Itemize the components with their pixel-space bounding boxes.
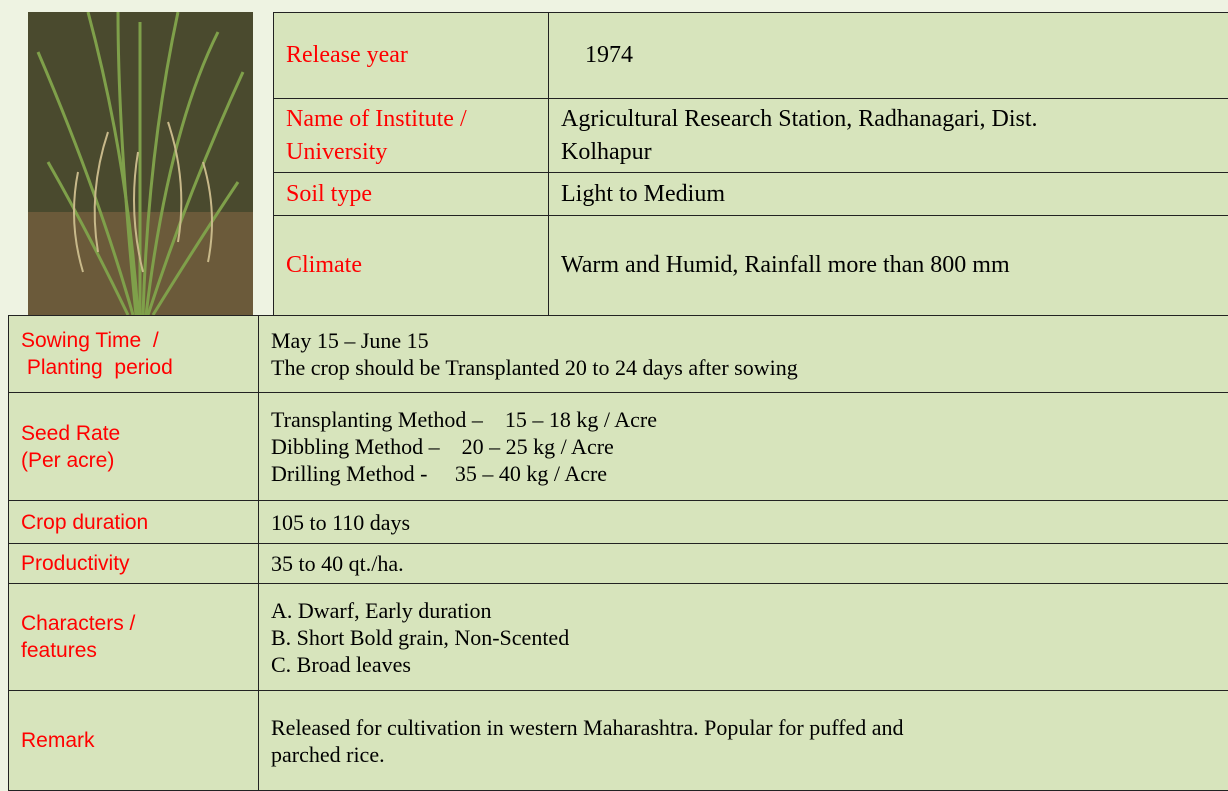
text-line: Characters /	[21, 610, 246, 637]
text-line: May 15 – June 15	[271, 327, 1216, 354]
text-line: 105 to 110 days	[271, 509, 1216, 536]
text-line: Name of Institute /	[286, 103, 536, 136]
label-cell: Characters /features	[8, 583, 259, 691]
text-line: University	[286, 136, 536, 169]
text-line: Agricultural Research Station, Radhanaga…	[561, 103, 1216, 136]
value-cell: 35 to 40 qt./ha.	[258, 543, 1228, 584]
text-line: The crop should be Transplanted 20 to 24…	[271, 354, 1216, 381]
value-cell: Warm and Humid, Rainfall more than 800 m…	[548, 215, 1228, 316]
text-line: C. Broad leaves	[271, 651, 1216, 678]
text-line: Soil type	[286, 178, 536, 211]
label-cell: Productivity	[8, 543, 259, 584]
text-line: 35 to 40 qt./ha.	[271, 550, 1216, 577]
text-line: B. Short Bold grain, Non-Scented	[271, 624, 1216, 651]
label-cell: Sowing Time / Planting period	[8, 315, 259, 393]
text-line: Kolhapur	[561, 136, 1216, 169]
label-cell: Remark	[8, 690, 259, 791]
text-line: Sowing Time /	[21, 327, 246, 354]
text-line: Drilling Method - 35 – 40 kg / Acre	[271, 460, 1216, 487]
text-line: 1974	[585, 39, 1216, 72]
text-line: (Per acre)	[21, 447, 246, 474]
text-line: Climate	[286, 249, 536, 282]
text-line: Planting period	[21, 354, 246, 381]
label-cell: Release year	[273, 12, 549, 99]
value-cell: Agricultural Research Station, Radhanaga…	[548, 98, 1228, 173]
text-line: Release year	[286, 39, 536, 72]
text-line: Productivity	[21, 550, 246, 577]
text-line: parched rice.	[271, 741, 1216, 768]
page: Release year 1974 Name of Institute /Unive…	[0, 0, 1228, 769]
label-cell: Crop duration	[8, 500, 259, 544]
value-cell: Released for cultivation in western Maha…	[258, 690, 1228, 791]
text-line: Light to Medium	[561, 178, 1216, 211]
value-cell: Transplanting Method – 15 – 18 kg / Acre…	[258, 392, 1228, 501]
text-line: Seed Rate	[21, 420, 246, 447]
text-line: Dibbling Method – 20 – 25 kg / Acre	[271, 433, 1216, 460]
value-cell: 105 to 110 days	[258, 500, 1228, 544]
text-line: Released for cultivation in western Maha…	[271, 714, 1216, 741]
value-cell: Light to Medium	[548, 172, 1228, 216]
rice-plant-photo	[28, 12, 253, 315]
label-cell: Soil type	[273, 172, 549, 216]
text-line: features	[21, 637, 246, 664]
text-line: Transplanting Method – 15 – 18 kg / Acre	[271, 406, 1216, 433]
text-line: A. Dwarf, Early duration	[271, 597, 1216, 624]
label-cell: Climate	[273, 215, 549, 316]
text-line: Remark	[21, 727, 246, 754]
value-cell: 1974	[548, 12, 1228, 99]
text-line: Warm and Humid, Rainfall more than 800 m…	[561, 249, 1216, 282]
label-cell: Seed Rate(Per acre)	[8, 392, 259, 501]
text-line: Crop duration	[21, 509, 246, 536]
label-cell: Name of Institute /University	[273, 98, 549, 173]
